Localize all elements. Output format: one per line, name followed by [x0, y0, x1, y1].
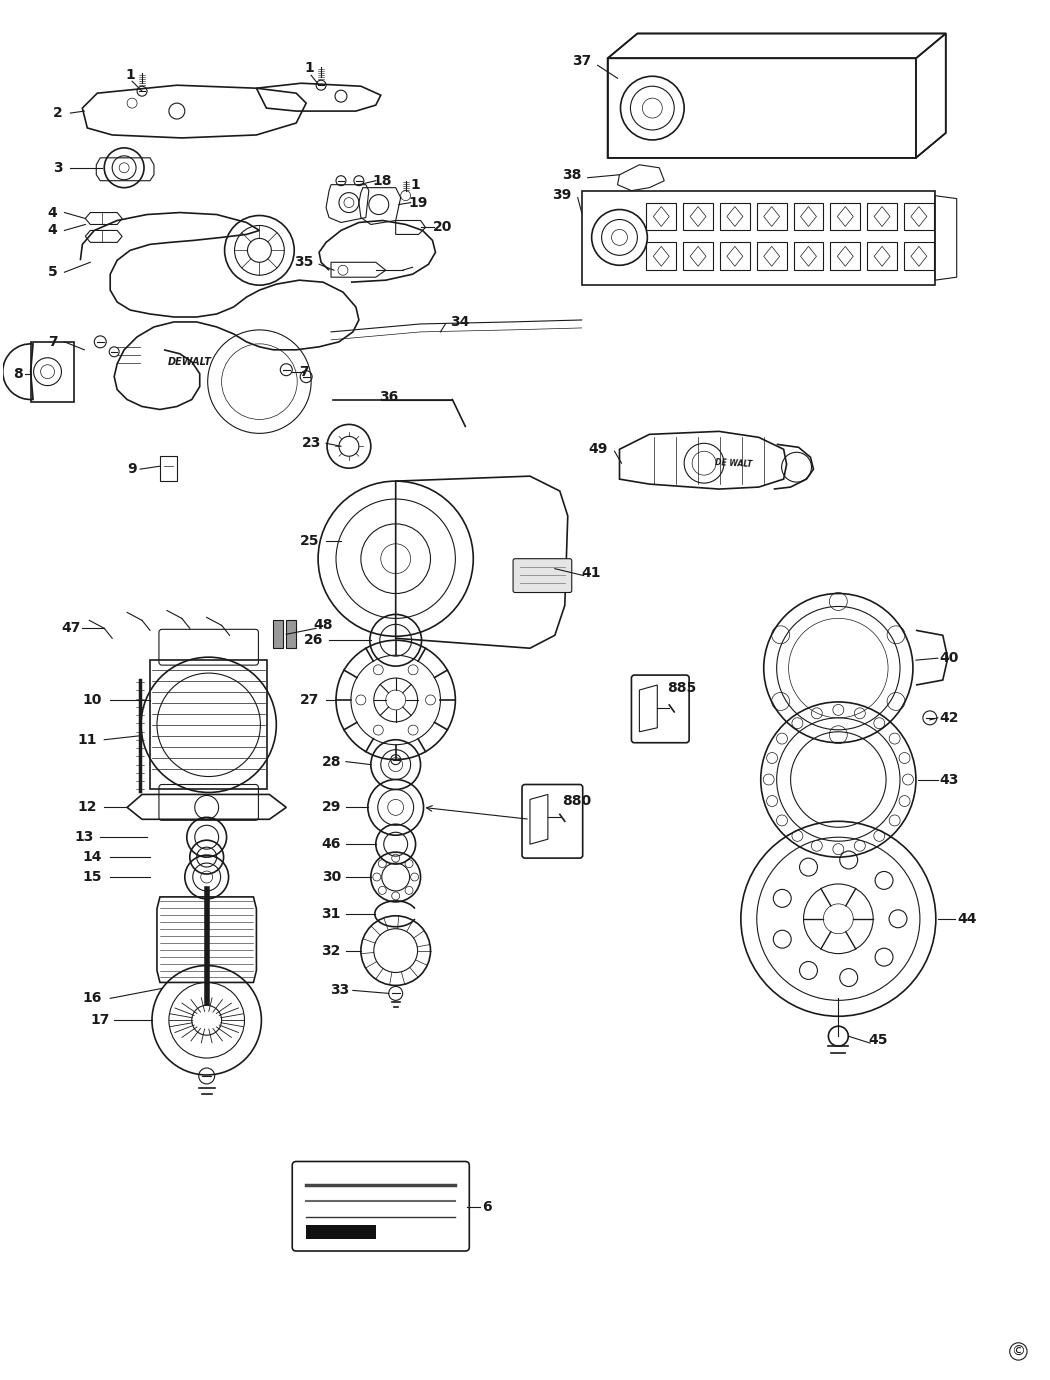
Text: 8: 8 [13, 367, 23, 381]
Text: ©: © [1011, 1344, 1026, 1358]
Text: 1: 1 [411, 178, 420, 192]
Text: 27: 27 [299, 693, 319, 707]
Text: 17: 17 [91, 1013, 110, 1027]
Text: 31: 31 [321, 907, 341, 920]
Text: 44: 44 [958, 912, 978, 926]
Text: 34: 34 [450, 315, 469, 328]
Text: 5: 5 [47, 265, 58, 279]
Text: 16: 16 [83, 991, 102, 1006]
FancyBboxPatch shape [513, 559, 572, 592]
Text: 1: 1 [304, 61, 314, 76]
Text: 36: 36 [379, 389, 398, 403]
Text: 19: 19 [408, 196, 428, 210]
Text: 46: 46 [321, 838, 341, 851]
Text: 1: 1 [125, 68, 135, 83]
Text: 885: 885 [667, 680, 696, 696]
Text: 41: 41 [582, 566, 602, 580]
Text: 25: 25 [299, 534, 319, 548]
Text: 40: 40 [940, 651, 959, 665]
Text: 14: 14 [83, 850, 102, 864]
Text: 18: 18 [373, 174, 393, 188]
Text: 28: 28 [321, 755, 341, 769]
Text: 30: 30 [321, 869, 341, 885]
Text: 3: 3 [52, 161, 62, 175]
FancyBboxPatch shape [292, 1162, 469, 1252]
Text: 38: 38 [563, 168, 582, 182]
Text: 48: 48 [313, 618, 333, 632]
Polygon shape [273, 621, 284, 649]
Text: DEWALT: DEWALT [168, 357, 212, 367]
Text: 4: 4 [47, 206, 58, 219]
Text: 35: 35 [294, 255, 313, 269]
Text: 6: 6 [482, 1201, 491, 1214]
Text: 2: 2 [52, 106, 62, 120]
Text: 7: 7 [48, 335, 58, 349]
Text: 880: 880 [562, 795, 591, 809]
Text: 39: 39 [552, 188, 572, 201]
Text: 33: 33 [330, 984, 349, 998]
Text: 49: 49 [588, 442, 608, 457]
Text: 42: 42 [940, 711, 960, 724]
Text: 37: 37 [572, 54, 591, 69]
Text: 20: 20 [433, 221, 452, 235]
Text: 43: 43 [940, 773, 959, 787]
Text: 47: 47 [61, 621, 81, 635]
Text: DE WALT: DE WALT [715, 458, 753, 469]
Text: 45: 45 [868, 1034, 887, 1047]
Text: 32: 32 [321, 944, 341, 958]
Text: 11: 11 [78, 733, 98, 747]
Text: 26: 26 [303, 633, 323, 647]
Text: 10: 10 [83, 693, 102, 707]
Text: 23: 23 [301, 436, 321, 450]
Text: 9: 9 [127, 462, 138, 476]
Text: 13: 13 [75, 831, 94, 845]
Text: 12: 12 [78, 800, 98, 814]
Text: 29: 29 [321, 800, 341, 814]
Text: 15: 15 [83, 869, 102, 885]
Text: 7: 7 [299, 364, 309, 378]
Polygon shape [307, 1225, 376, 1239]
Text: 4: 4 [47, 224, 58, 237]
Polygon shape [287, 621, 296, 649]
